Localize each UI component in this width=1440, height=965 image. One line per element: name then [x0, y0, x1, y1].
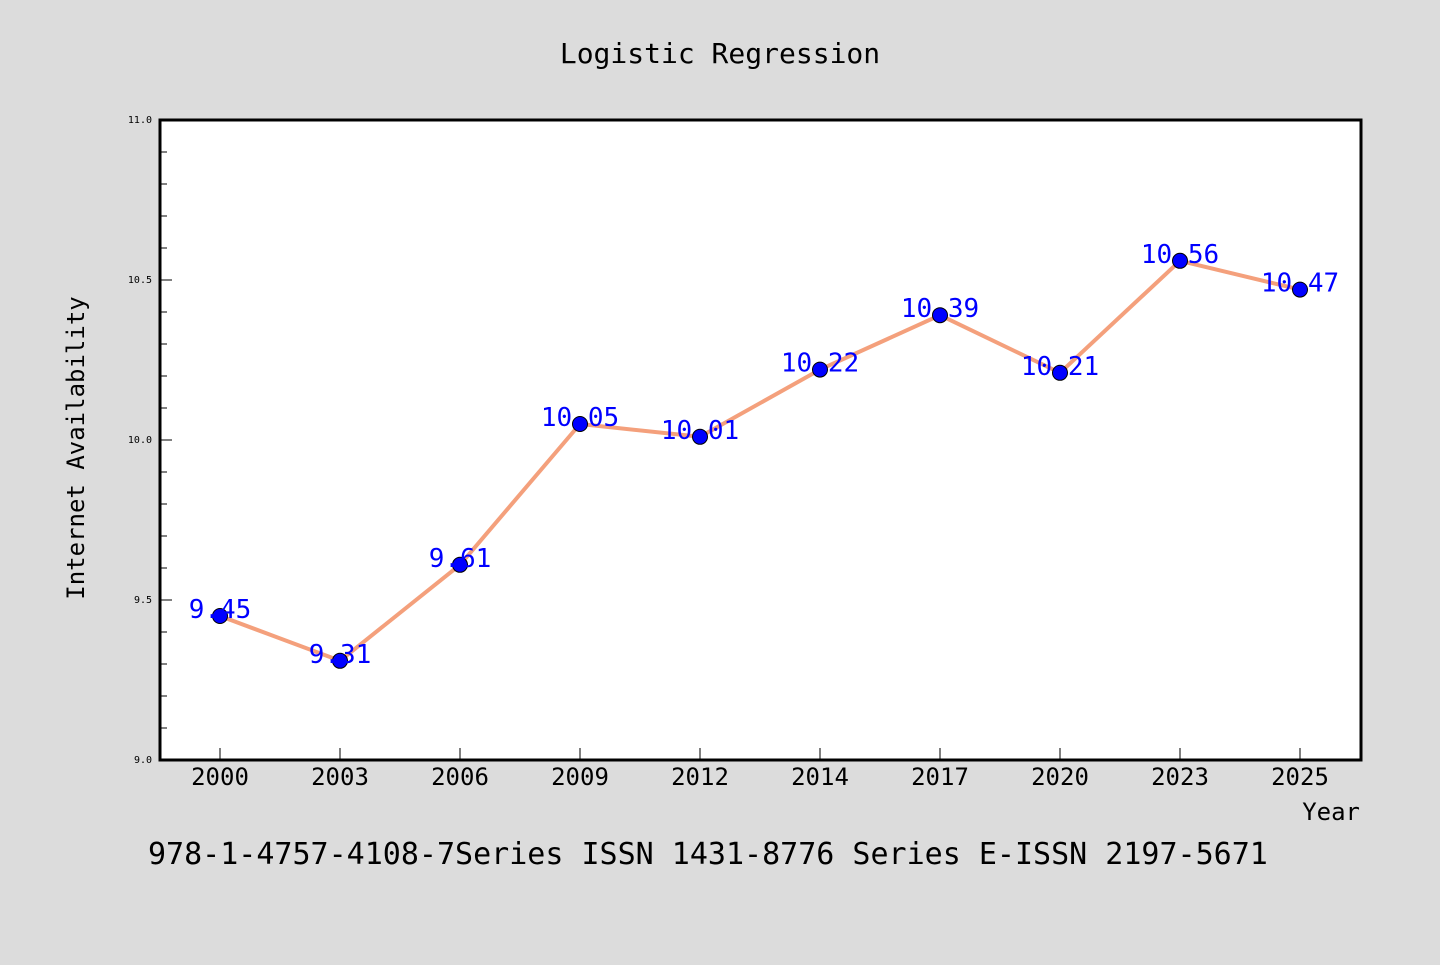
series-line	[219, 258, 1301, 663]
footer-text: 978-1-4757-4108-7Series ISSN 1431-8776 S…	[148, 837, 1268, 872]
data-label: 9.61	[429, 544, 492, 574]
x-tick-label: 2003	[311, 763, 369, 791]
plot-frame	[158, 118, 1363, 762]
x-tick-label: 2012	[671, 763, 729, 791]
plot-area	[160, 120, 1361, 760]
x-axis: 2000 2003 2006 2009 2012 2014 2017 2020 2023 2025	[191, 748, 1329, 791]
data-label: 9.31	[309, 640, 372, 670]
data-label: 10.01	[661, 416, 739, 446]
data-markers	[212, 252, 1308, 669]
data-label: 10.56	[1141, 240, 1219, 270]
data-label: 10.39	[901, 294, 979, 324]
data-point	[212, 608, 228, 624]
x-tick-label: 2000	[191, 763, 249, 791]
data-label: 10.22	[781, 349, 859, 379]
x-tick-label: 2009	[551, 763, 609, 791]
x-tick-label: 2014	[791, 763, 849, 791]
data-point	[812, 361, 828, 378]
data-point	[692, 428, 708, 445]
data-point	[1172, 252, 1188, 269]
data-point	[1292, 281, 1308, 298]
x-tick-label: 2023	[1151, 763, 1209, 791]
x-tick-label: 2025	[1271, 763, 1329, 791]
data-label: 10.47	[1261, 269, 1339, 299]
x-tick-label: 2006	[431, 763, 489, 791]
y-tick-label: 9.5	[134, 595, 152, 606]
x-tick-label: 2020	[1031, 763, 1089, 791]
data-point	[332, 652, 348, 669]
chart-title: Logistic Regression	[560, 37, 880, 70]
data-label: 10.05	[541, 403, 619, 433]
data-labels: 9.45 9.31 9.61 10.05 10.01 10.22 10.39 10.21 10.…	[189, 240, 1339, 670]
y-tick-label: 10.0	[128, 435, 152, 446]
y-tick-label: 9.0	[134, 755, 152, 766]
y-tick-label: 10.5	[128, 275, 152, 286]
x-axis-label: Year	[1302, 798, 1360, 826]
data-point	[1052, 364, 1068, 381]
data-label: 10.21	[1021, 352, 1099, 382]
data-point	[932, 307, 948, 324]
y-axis-label: Internet Availability	[62, 296, 90, 599]
y-tick-label: 11.0	[128, 115, 152, 126]
data-point	[572, 416, 588, 432]
data-label: 9.45	[189, 595, 252, 625]
data-point	[452, 556, 468, 573]
x-tick-label: 2017	[911, 763, 969, 791]
